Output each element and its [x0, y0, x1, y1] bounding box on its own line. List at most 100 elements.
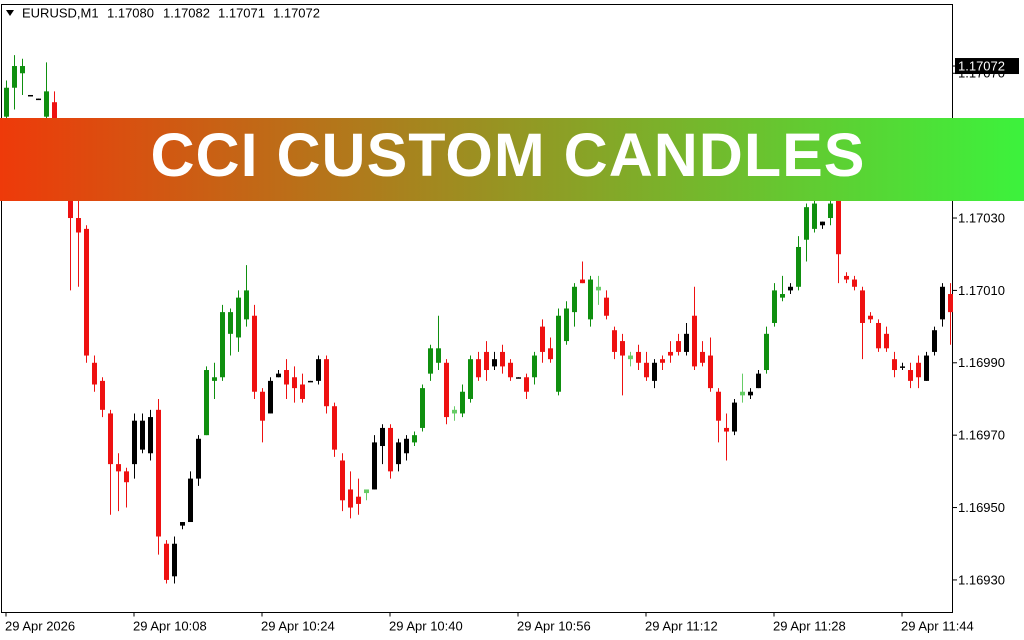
candle-body — [580, 279, 585, 284]
candle-body — [484, 351, 489, 371]
candle-body — [284, 370, 289, 385]
symbol: EURUSD,M1 — [22, 5, 99, 20]
candle-body — [4, 87, 9, 117]
candle-body — [780, 294, 785, 298]
axes: 1.170701.170301.170101.169901.169701.169… — [5, 66, 1005, 634]
candle-body — [652, 362, 657, 381]
candle-body — [916, 362, 921, 378]
candle-body — [204, 370, 209, 436]
candle-body — [380, 427, 385, 447]
candle-body — [732, 402, 737, 432]
banner — [0, 118, 1024, 201]
candle-body — [460, 391, 465, 414]
candle-body — [516, 377, 521, 379]
x-tick-label: 29 Apr 10:24 — [261, 618, 335, 633]
candle-body — [252, 315, 257, 392]
y-tick-label: 1.17030 — [958, 210, 1005, 225]
candle-body — [468, 359, 473, 399]
header-high: 1.17082 — [163, 5, 210, 20]
candle-body — [844, 275, 849, 280]
candle-body — [420, 388, 425, 428]
candle-body — [620, 341, 625, 356]
candle-body — [196, 438, 201, 479]
candle-body — [612, 330, 617, 352]
candle-body — [108, 413, 113, 465]
candle-body — [812, 203, 817, 229]
candle-body — [20, 66, 25, 74]
candle-body — [300, 384, 305, 399]
candle-body — [908, 370, 913, 381]
candle-body — [412, 435, 417, 443]
candle-body — [668, 351, 673, 356]
candle-body — [332, 406, 337, 450]
candle-body — [68, 189, 73, 219]
candle-body — [220, 312, 225, 378]
candle-body — [500, 351, 505, 367]
candle-body — [596, 286, 601, 291]
candle-body — [396, 442, 401, 465]
candle-body — [364, 489, 369, 494]
candle-body — [708, 355, 713, 389]
candle-body — [788, 286, 793, 291]
candle-body — [404, 438, 409, 454]
candle-body — [828, 203, 833, 219]
x-tick-label: 29 Apr 10:40 — [389, 618, 463, 633]
candles — [4, 55, 953, 584]
candle-body — [156, 409, 161, 537]
header-low: 1.17071 — [218, 5, 265, 20]
y-tick-label: 1.16990 — [958, 355, 1005, 370]
x-tick-label: 29 Apr 10:08 — [133, 618, 207, 633]
x-tick-label: 29 Apr 11:44 — [901, 618, 974, 633]
candle-body — [724, 427, 729, 432]
candle-body — [436, 348, 441, 363]
candle-body — [212, 377, 217, 381]
candle-body — [644, 362, 649, 378]
candle-body — [876, 322, 881, 349]
candle-body — [884, 333, 889, 349]
candle-body — [924, 355, 929, 381]
candle-body — [428, 348, 433, 374]
banner-title: CCI CUSTOM CANDLES — [150, 121, 865, 189]
candle-body — [740, 391, 745, 396]
candle-body — [148, 417, 153, 454]
candle-body — [492, 359, 497, 367]
candle-body — [716, 391, 721, 421]
candle-body — [676, 341, 681, 352]
x-tick-label: 29 Apr 2026 — [5, 618, 75, 633]
last-price-label: 1.17072 — [958, 58, 1005, 73]
candle-body — [868, 315, 873, 320]
y-tick-label: 1.16930 — [958, 572, 1005, 587]
candle-body — [260, 391, 265, 421]
candle-body — [540, 326, 545, 352]
candle-body — [324, 359, 329, 407]
candle-body — [804, 207, 809, 240]
candle-body — [84, 228, 89, 356]
candle-body — [900, 366, 905, 368]
candle-body — [100, 380, 105, 410]
candle-body — [604, 297, 609, 316]
y-tick-label: 1.16950 — [958, 500, 1005, 515]
candle-body — [836, 199, 841, 255]
candle-body — [524, 377, 529, 392]
candle-body — [564, 308, 569, 342]
x-tick-label: 29 Apr 11:28 — [773, 618, 846, 633]
x-tick-label: 29 Apr 10:56 — [517, 618, 591, 633]
candle-body — [476, 359, 481, 378]
candle-body — [36, 98, 41, 101]
candle-body — [700, 351, 705, 363]
candle-body — [892, 359, 897, 371]
candle-body — [628, 355, 633, 360]
last-price-box — [955, 58, 1019, 75]
candle-body — [140, 420, 145, 450]
candle-body — [76, 218, 81, 233]
candle-body — [316, 359, 321, 381]
candle-body — [164, 543, 169, 580]
header-open: 1.17080 — [107, 5, 154, 20]
candle-body — [92, 362, 97, 385]
candle-body — [356, 496, 361, 504]
candle-body — [692, 315, 697, 367]
candle-body — [244, 290, 249, 320]
